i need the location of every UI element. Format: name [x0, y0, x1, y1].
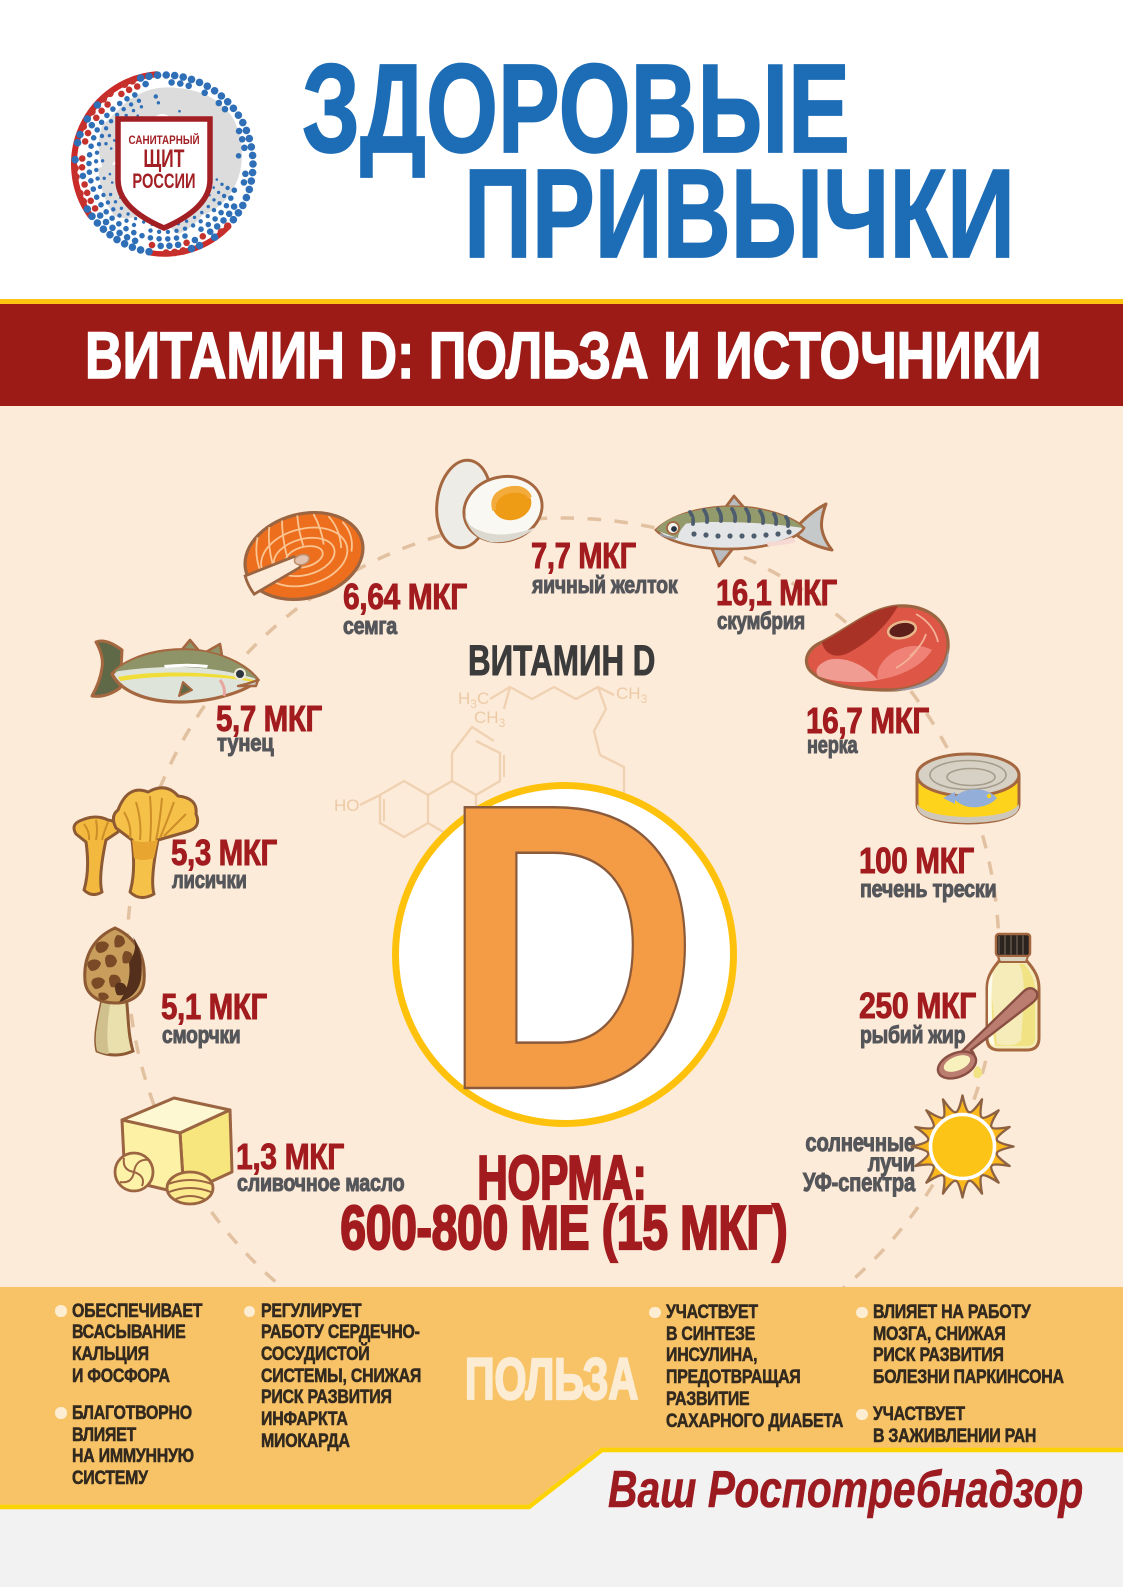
svg-text:CH3: CH3: [616, 684, 648, 706]
svg-text:САНИТАРНЫЙ: САНИТАРНЫЙ: [129, 133, 200, 147]
svg-text:ЩИТ: ЩИТ: [143, 144, 184, 173]
svg-text:CH3: CH3: [474, 708, 506, 730]
svg-text:H3C: H3C: [458, 689, 489, 711]
svg-text:РОССИИ: РОССИИ: [132, 169, 195, 192]
svg-text:HO: HO: [334, 796, 360, 815]
